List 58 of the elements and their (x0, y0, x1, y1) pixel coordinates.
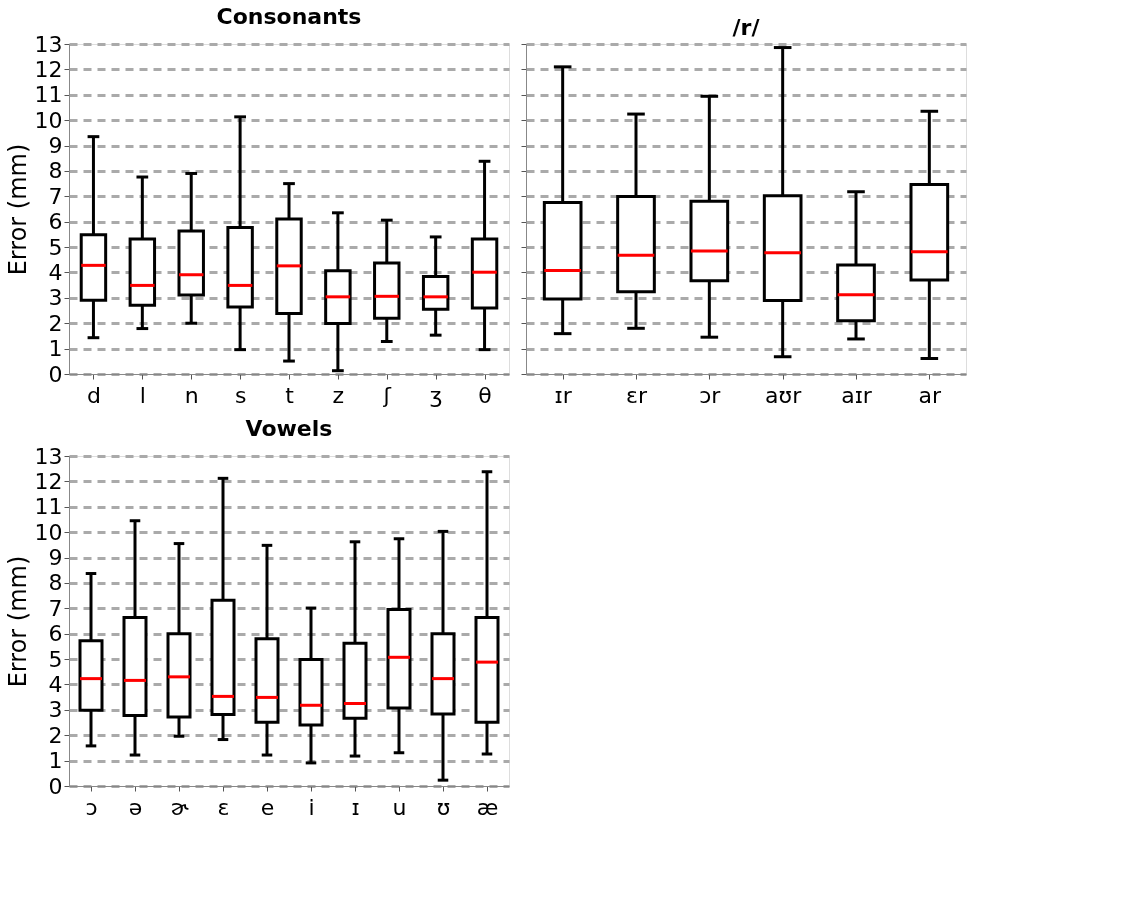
y-tick-label: 9 (48, 545, 63, 571)
x-tick-label: ɚ (170, 794, 189, 820)
y-tick-label: 1 (48, 336, 63, 362)
y-tick-label: 0 (48, 773, 63, 799)
x-tick-label: e (260, 794, 275, 820)
x-tick-label: d (86, 382, 101, 408)
y-tick-label: 3 (48, 285, 63, 311)
y-tick-label: 0 (48, 361, 63, 387)
x-tick-label: ɔr (699, 382, 722, 408)
x-tick-label: ɪr (554, 382, 573, 408)
y-tick-label: 6 (48, 621, 63, 647)
x-tick-label: ʃ (382, 382, 392, 408)
x-tick-label: u (392, 794, 407, 820)
x-tick-label: i (308, 794, 315, 820)
chart-title: Vowels (245, 416, 333, 441)
x-tick-label: s (234, 382, 247, 408)
y-tick-label: 11 (34, 82, 63, 108)
y-tick-label: 8 (48, 158, 63, 184)
x-tick-label: z (332, 382, 345, 408)
x-tick-label: ɛ (217, 794, 230, 820)
x-tick-label: ɪ (351, 794, 360, 820)
y-tick-label: 12 (34, 56, 63, 82)
y-tick-label: 13 (34, 31, 63, 57)
y-tick-label: 10 (34, 519, 63, 545)
x-tick-label: n (184, 382, 199, 408)
y-tick-label: 9 (48, 133, 63, 159)
x-tick-label: ɛr (626, 382, 648, 408)
chart-title: /r/ (732, 14, 761, 40)
x-tick-label: ə (128, 794, 143, 820)
y-axis-title: Error (mm) (3, 143, 32, 276)
y-tick-label: 6 (48, 209, 63, 235)
chart-title: Consonants (216, 4, 362, 29)
y-tick-label: 2 (48, 310, 63, 336)
y-tick-label: 11 (34, 494, 63, 520)
y-tick-label: 10 (34, 107, 63, 133)
x-tick-label: θ (478, 382, 492, 408)
y-tick-label: 3 (48, 697, 63, 723)
y-tick-label: 2 (48, 722, 63, 748)
y-tick-label: 5 (48, 234, 63, 260)
x-tick-label: l (139, 382, 146, 408)
y-tick-label: 7 (48, 183, 63, 209)
y-axis-title: Error (mm) (3, 555, 32, 688)
y-tick-label: 8 (48, 570, 63, 596)
y-tick-label: 1 (48, 748, 63, 774)
x-tick-label: t (285, 382, 295, 408)
x-tick-label: ʊ (436, 794, 451, 820)
y-tick-label: 4 (48, 259, 63, 285)
x-tick-label: ar (918, 382, 943, 408)
x-tick-label: ʒ (429, 382, 443, 408)
y-tick-label: 5 (48, 646, 63, 672)
y-tick-label: 7 (48, 595, 63, 621)
x-tick-label: ɔ (85, 794, 98, 820)
x-tick-label: aʊr (765, 382, 803, 408)
y-tick-label: 12 (34, 468, 63, 494)
y-tick-label: 4 (48, 671, 63, 697)
y-tick-label: 13 (34, 443, 63, 469)
x-tick-label: æ (476, 794, 499, 820)
x-tick-label: aɪr (841, 382, 873, 408)
